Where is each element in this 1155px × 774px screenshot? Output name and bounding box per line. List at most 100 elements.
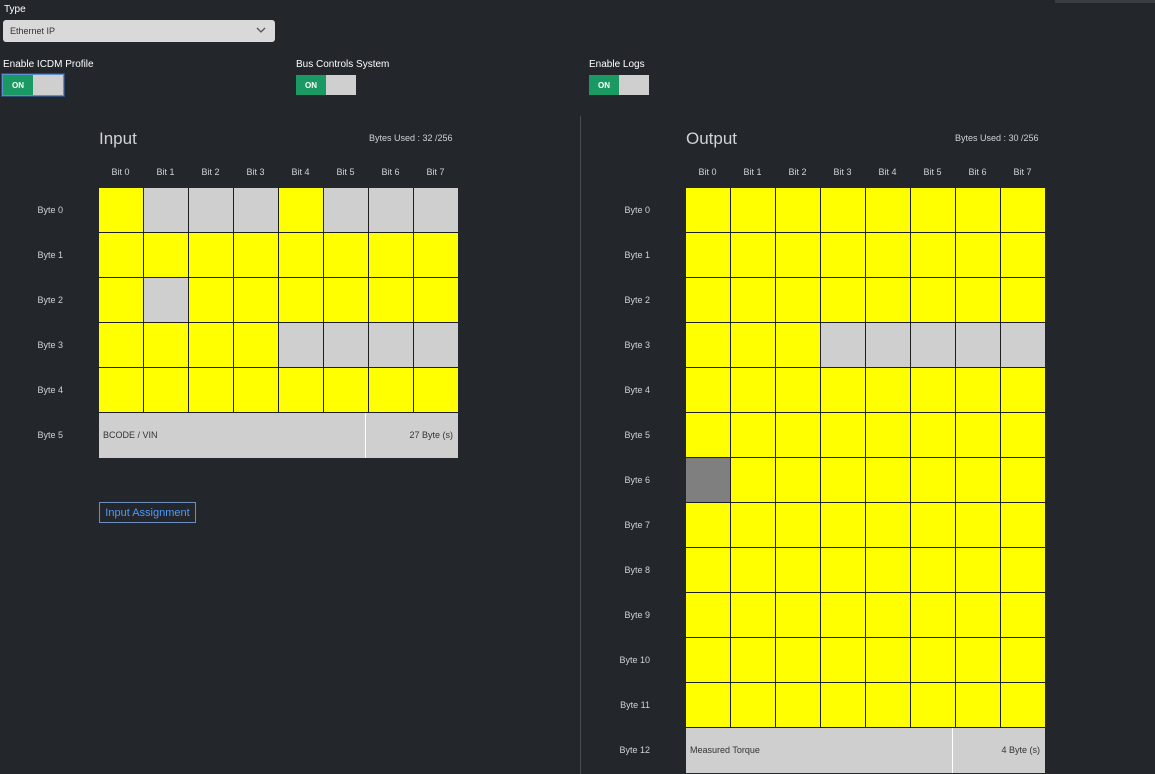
bit-cell[interactable] — [234, 233, 278, 277]
bit-cell[interactable] — [279, 368, 323, 412]
bit-cell[interactable] — [956, 368, 1000, 412]
bit-cell[interactable] — [776, 368, 820, 412]
bit-cell[interactable] — [866, 413, 910, 457]
bit-cell[interactable] — [414, 188, 458, 232]
bit-cell[interactable] — [1001, 503, 1045, 547]
bit-cell[interactable] — [1001, 548, 1045, 592]
bit-cell[interactable] — [956, 548, 1000, 592]
bit-cell[interactable] — [776, 638, 820, 682]
bit-cell[interactable] — [369, 368, 413, 412]
bit-cell[interactable] — [776, 683, 820, 727]
bit-cell[interactable] — [866, 638, 910, 682]
bit-cell[interactable] — [99, 278, 143, 322]
bit-cell[interactable] — [776, 188, 820, 232]
bit-cell[interactable] — [866, 593, 910, 637]
bit-cell[interactable] — [821, 368, 865, 412]
bit-cell[interactable] — [369, 188, 413, 232]
bit-cell[interactable] — [686, 233, 730, 277]
bit-cell[interactable] — [99, 368, 143, 412]
bit-cell[interactable] — [821, 458, 865, 502]
bit-cell[interactable] — [866, 233, 910, 277]
assignment-bar[interactable]: BCODE / VIN 27 Byte (s) — [99, 413, 458, 458]
bit-cell[interactable] — [821, 548, 865, 592]
bit-cell[interactable] — [911, 458, 955, 502]
type-select[interactable]: Ethernet IP — [3, 20, 275, 42]
bit-cell[interactable] — [866, 368, 910, 412]
bus-controls-toggle[interactable]: ON — [296, 75, 356, 95]
bit-cell[interactable] — [731, 278, 775, 322]
bit-cell[interactable] — [1001, 233, 1045, 277]
bit-cell[interactable] — [821, 638, 865, 682]
bit-cell[interactable] — [686, 188, 730, 232]
bit-cell[interactable] — [911, 368, 955, 412]
bit-cell[interactable] — [911, 278, 955, 322]
bit-cell[interactable] — [324, 323, 368, 367]
bit-cell[interactable] — [234, 368, 278, 412]
bit-cell[interactable] — [189, 278, 233, 322]
bit-cell[interactable] — [821, 503, 865, 547]
bit-cell[interactable] — [911, 593, 955, 637]
bit-cell[interactable] — [731, 683, 775, 727]
bit-cell[interactable] — [189, 233, 233, 277]
bit-cell[interactable] — [866, 278, 910, 322]
bit-cell[interactable] — [279, 278, 323, 322]
bit-cell[interactable] — [144, 233, 188, 277]
bit-cell[interactable] — [866, 548, 910, 592]
bit-cell[interactable] — [686, 278, 730, 322]
bit-cell[interactable] — [234, 188, 278, 232]
bit-cell[interactable] — [821, 413, 865, 457]
assignment-bar[interactable]: Measured Torque 4 Byte (s) — [686, 728, 1045, 773]
bit-cell[interactable] — [911, 503, 955, 547]
bit-cell[interactable] — [866, 683, 910, 727]
bit-cell[interactable] — [99, 188, 143, 232]
bit-cell[interactable] — [234, 278, 278, 322]
bit-cell[interactable] — [956, 323, 1000, 367]
bit-cell[interactable] — [866, 323, 910, 367]
bit-cell[interactable] — [776, 593, 820, 637]
bit-cell[interactable] — [911, 683, 955, 727]
bit-cell[interactable] — [324, 368, 368, 412]
enable-logs-toggle[interactable]: ON — [589, 75, 649, 95]
bit-cell[interactable] — [686, 458, 730, 502]
bit-cell[interactable] — [414, 368, 458, 412]
bit-cell[interactable] — [189, 368, 233, 412]
bit-cell[interactable] — [911, 548, 955, 592]
bit-cell[interactable] — [1001, 368, 1045, 412]
bit-cell[interactable] — [324, 278, 368, 322]
bit-cell[interactable] — [144, 368, 188, 412]
bit-cell[interactable] — [1001, 593, 1045, 637]
bit-cell[interactable] — [821, 233, 865, 277]
bit-cell[interactable] — [821, 278, 865, 322]
bit-cell[interactable] — [731, 368, 775, 412]
bit-cell[interactable] — [776, 458, 820, 502]
bit-cell[interactable] — [1001, 323, 1045, 367]
bit-cell[interactable] — [956, 413, 1000, 457]
enable-icdm-toggle[interactable]: ON — [2, 74, 64, 96]
bit-cell[interactable] — [369, 323, 413, 367]
bit-cell[interactable] — [911, 413, 955, 457]
bit-cell[interactable] — [686, 638, 730, 682]
bit-cell[interactable] — [866, 503, 910, 547]
bit-cell[interactable] — [956, 683, 1000, 727]
bit-cell[interactable] — [911, 233, 955, 277]
bit-cell[interactable] — [324, 188, 368, 232]
bit-cell[interactable] — [911, 323, 955, 367]
bit-cell[interactable] — [956, 593, 1000, 637]
bit-cell[interactable] — [776, 503, 820, 547]
bit-cell[interactable] — [189, 188, 233, 232]
bit-cell[interactable] — [866, 188, 910, 232]
bit-cell[interactable] — [686, 593, 730, 637]
bit-cell[interactable] — [956, 233, 1000, 277]
bit-cell[interactable] — [776, 548, 820, 592]
bit-cell[interactable] — [956, 188, 1000, 232]
bit-cell[interactable] — [144, 323, 188, 367]
bit-cell[interactable] — [686, 368, 730, 412]
bit-cell[interactable] — [414, 278, 458, 322]
bit-cell[interactable] — [686, 683, 730, 727]
bit-cell[interactable] — [369, 278, 413, 322]
bit-cell[interactable] — [686, 548, 730, 592]
bit-cell[interactable] — [369, 233, 413, 277]
bit-cell[interactable] — [1001, 638, 1045, 682]
bit-cell[interactable] — [911, 638, 955, 682]
bit-cell[interactable] — [1001, 278, 1045, 322]
